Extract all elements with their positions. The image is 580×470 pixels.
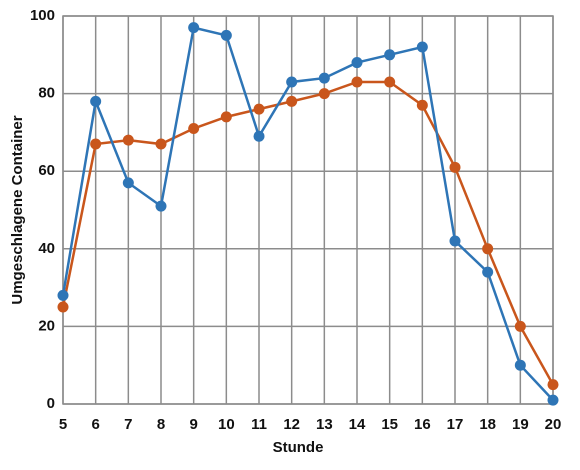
series-line [61, 80, 555, 386]
data-point [253, 103, 265, 115]
data-point [514, 359, 526, 371]
data-point [514, 320, 526, 332]
data-point [416, 41, 428, 53]
x-tick-label: 18 [479, 416, 496, 433]
data-point [188, 22, 200, 34]
data-point [482, 266, 494, 278]
data-point [318, 88, 330, 100]
data-point [547, 394, 559, 406]
y-axis-label: Umgeschlagene Container [9, 115, 26, 304]
data-point [384, 49, 396, 61]
x-tick-label: 10 [218, 416, 235, 433]
data-point [57, 289, 69, 301]
x-tick-label: 9 [189, 416, 197, 433]
x-tick-label: 5 [59, 416, 67, 433]
data-point [90, 95, 102, 107]
y-tick-label: 80 [38, 85, 55, 102]
data-point [547, 379, 559, 391]
data-point [90, 138, 102, 150]
data-point [449, 161, 461, 173]
y-tick-label: 0 [47, 395, 55, 412]
data-point [220, 29, 232, 41]
data-point [286, 95, 298, 107]
data-point [482, 243, 494, 255]
plot-area [62, 15, 554, 405]
x-tick-label: 7 [124, 416, 132, 433]
x-tick-label: 11 [251, 416, 267, 433]
y-tick-label: 20 [38, 317, 55, 334]
data-point [351, 76, 363, 88]
data-point [155, 200, 167, 212]
data-point [318, 72, 330, 84]
data-point [351, 57, 363, 69]
data-point [122, 134, 134, 146]
data-point [286, 76, 298, 88]
x-tick-label: 12 [283, 416, 300, 433]
x-tick-label: 20 [545, 416, 562, 433]
y-tick-label: 60 [38, 162, 55, 179]
x-tick-label: 15 [381, 416, 398, 433]
data-point [155, 138, 167, 150]
data-point [122, 177, 134, 189]
data-point [253, 130, 265, 142]
data-point [188, 123, 200, 135]
x-tick-label: 8 [157, 416, 165, 433]
x-tick-label: 13 [316, 416, 333, 433]
y-tick-label: 100 [30, 7, 55, 24]
data-point [220, 111, 232, 123]
series-line [61, 26, 554, 401]
x-tick-label: 17 [447, 416, 464, 433]
x-tick-label: 14 [349, 416, 366, 433]
x-tick-label: 19 [512, 416, 529, 433]
x-axis-label: Stunde [273, 439, 324, 456]
data-point [416, 99, 428, 111]
data-point [57, 301, 69, 313]
x-tick-label: 16 [414, 416, 431, 433]
y-tick-label: 40 [38, 240, 55, 257]
data-point [384, 76, 396, 88]
x-tick-label: 6 [91, 416, 99, 433]
data-point [449, 235, 461, 247]
